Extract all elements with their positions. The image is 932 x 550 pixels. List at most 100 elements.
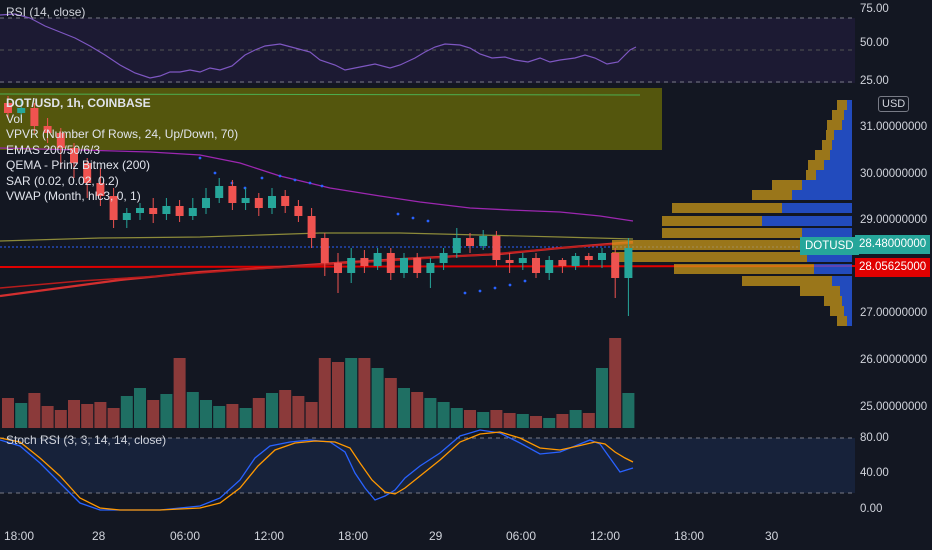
legend-vwap[interactable]: VWAP (Month, hlc3, 0, 1) [6, 189, 141, 203]
volume-bar [292, 396, 305, 428]
candle [386, 253, 395, 273]
sar-dot [478, 289, 482, 293]
sar-dot [213, 171, 217, 175]
main-chart-pane[interactable]: DOT/USD, 1h, COINBASE Vol VPVR (Number O… [0, 88, 855, 428]
candle [307, 216, 316, 238]
legend-vol[interactable]: Vol [6, 111, 23, 126]
vpvr-down-bar [826, 130, 834, 140]
legend-emas[interactable]: EMAS 200/50/6/3 [6, 142, 101, 157]
vpvr-down-bar [772, 180, 802, 190]
candle [545, 260, 554, 273]
candle [43, 126, 52, 133]
rsi-title: RSI (14, close) [6, 5, 86, 19]
vpvr-up-bar [792, 190, 852, 200]
vpvr-up-bar [842, 120, 852, 130]
volume-bar [252, 398, 265, 428]
candle [136, 208, 144, 213]
candle [268, 196, 276, 208]
legend-symbol[interactable]: DOT/USD, 1h, COINBASE [6, 96, 151, 110]
legend-vpvr[interactable]: VPVR (Number Of Rows, 24, Up/Down, 70) [6, 127, 239, 141]
rsi-chart [0, 13, 855, 83]
stoch-band [0, 438, 855, 493]
time-label: 18:00 [4, 529, 35, 543]
candle [413, 258, 422, 273]
time-axis[interactable]: 18:00 28 06:00 12:00 18:00 29 06:00 12:0… [0, 525, 932, 550]
candle [109, 196, 118, 220]
candle [281, 196, 290, 206]
legend-qema[interactable]: QEMA - Prinz Bitmex (200) [6, 158, 151, 172]
volume-bar [569, 410, 582, 428]
vpvr-down-bar [742, 276, 832, 286]
volume-bar [28, 393, 41, 428]
candle [518, 258, 527, 263]
time-label: 18:00 [338, 529, 369, 543]
rsi-line [0, 13, 637, 79]
candle [400, 258, 408, 273]
volume-bar [54, 410, 67, 428]
vpvr-value-area-box [0, 88, 662, 150]
candle [215, 186, 224, 198]
volume-bar [239, 408, 252, 428]
candle [83, 163, 92, 183]
volume-bar [516, 414, 529, 428]
candle [426, 263, 435, 273]
candle [96, 183, 105, 196]
volume-bar [266, 393, 278, 428]
volume-bar [477, 412, 490, 428]
vpvr-up-bar [816, 170, 852, 180]
stoch-d-line [0, 431, 634, 511]
volume-bar [226, 404, 239, 428]
candle [347, 258, 356, 273]
sar-dots [198, 156, 527, 295]
vpvr-down-bar [824, 296, 842, 306]
volume-bar [173, 358, 186, 428]
vpvr-up-bar [830, 150, 852, 160]
price-label-29: 29.00000000 [860, 214, 928, 226]
volume-bar [186, 392, 199, 428]
currency-button[interactable]: USD [878, 96, 910, 112]
vpvr-up-bar [847, 100, 852, 110]
candles [4, 96, 633, 316]
volume-bar [81, 404, 94, 428]
stoch-rsi-pane[interactable]: Stoch RSI (3, 3, 14, 14, close) [0, 428, 855, 525]
price-label-26: 26.00000000 [860, 354, 928, 366]
stoch-title: Stoch RSI (3, 3, 14, 14, close) [6, 433, 167, 447]
vpvr-up-bar [824, 160, 852, 170]
vpvr-down-bar [612, 252, 807, 262]
rsi-pane[interactable]: RSI (14, close) [0, 0, 855, 88]
stoch-label-0: 0.00 [860, 503, 883, 515]
sar-dot [426, 219, 430, 223]
vpvr-up-bar [832, 276, 852, 286]
vpvr-up-bar [840, 286, 852, 296]
candle [360, 258, 369, 266]
candle [505, 260, 514, 263]
volume-bar [490, 410, 503, 428]
time-label: 12:00 [254, 529, 285, 543]
candle [122, 213, 131, 220]
candle [624, 248, 633, 278]
vpvr-down-bar [837, 100, 847, 110]
candle [320, 238, 329, 263]
candle [162, 206, 171, 214]
vpvr-down-bar [832, 110, 844, 120]
volume-bar [371, 368, 384, 428]
candle [4, 103, 12, 113]
ema-red-line-2 [0, 242, 634, 289]
candle [56, 133, 65, 148]
rsi-label-50: 50.00 [860, 37, 889, 49]
volume-bar [543, 418, 556, 428]
time-label: 30 [765, 529, 779, 543]
stoch-label-40: 40.00 [860, 467, 889, 479]
ema-green-line [0, 93, 641, 96]
legend-sar[interactable]: SAR (0.02, 0.02, 0.2) [6, 173, 119, 188]
volume-bar [318, 358, 331, 428]
volume-bar [503, 413, 516, 428]
price-axis[interactable]: 75.00 50.00 25.00 31.00000000 30.0000000… [855, 0, 932, 525]
sar-dot [396, 212, 400, 216]
candle [598, 253, 606, 260]
volume-bar [345, 358, 358, 428]
volume-bar [2, 398, 14, 428]
volume-bar [200, 400, 212, 428]
sar-dot [508, 283, 512, 287]
time-label: 18:00 [674, 529, 705, 543]
